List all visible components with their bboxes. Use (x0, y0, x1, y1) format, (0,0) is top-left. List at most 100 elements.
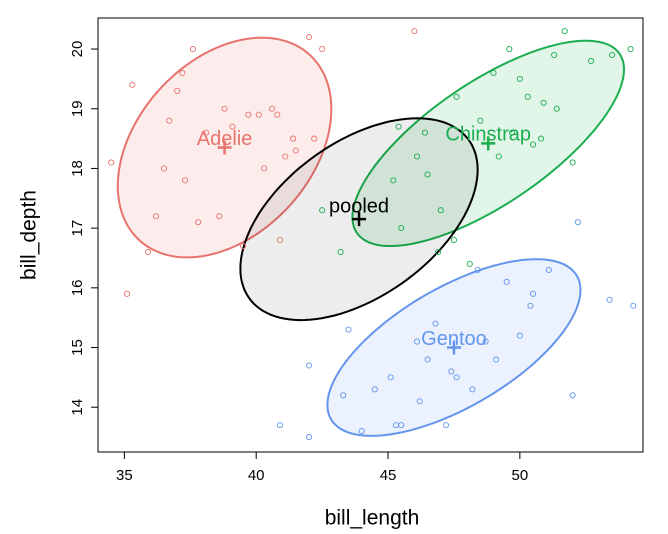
y-tick-label: 20 (69, 41, 86, 58)
point (345, 326, 352, 333)
x-tick-label: 50 (512, 467, 529, 484)
point (416, 398, 423, 405)
point (545, 266, 552, 273)
point (630, 302, 637, 309)
point (261, 165, 268, 172)
point (516, 75, 523, 82)
point (482, 338, 489, 345)
point (495, 153, 502, 160)
point (398, 225, 405, 232)
y-tick-label: 15 (69, 339, 86, 356)
point (435, 248, 442, 256)
point (181, 177, 189, 184)
point (245, 111, 252, 118)
point (609, 51, 616, 59)
point (450, 237, 458, 244)
point (490, 69, 497, 76)
y-axis-title: bill_depth (18, 190, 41, 280)
point (437, 207, 444, 214)
point (160, 165, 167, 172)
point (442, 422, 450, 429)
point (508, 129, 516, 136)
point (311, 135, 318, 142)
point (337, 248, 344, 256)
point (108, 159, 115, 166)
point (268, 105, 276, 112)
group-label: Adelie (197, 128, 253, 150)
point (493, 356, 500, 363)
point (239, 242, 247, 250)
point (606, 296, 613, 303)
point (179, 69, 186, 76)
point (530, 141, 537, 148)
point (453, 93, 460, 100)
point (152, 213, 160, 220)
point (392, 422, 399, 429)
point (229, 123, 236, 130)
y-tick-label: 19 (69, 100, 86, 117)
point (474, 266, 481, 273)
point (516, 332, 523, 339)
x-tick-label: 35 (116, 467, 133, 484)
point (524, 93, 531, 100)
point (255, 111, 262, 118)
point (424, 356, 431, 363)
plot-box (97, 17, 644, 453)
point (574, 219, 581, 226)
point (305, 434, 312, 441)
point (424, 171, 431, 178)
x-tick-label: 45 (380, 467, 397, 484)
y-tick-label: 18 (69, 160, 86, 177)
x-tick-label: 40 (248, 467, 265, 484)
point (453, 374, 460, 381)
center-mark (481, 136, 496, 151)
center-mark (217, 140, 232, 155)
y-tick-label: 16 (69, 279, 86, 296)
point (588, 57, 595, 65)
point (551, 51, 558, 59)
point (413, 153, 421, 160)
point (413, 338, 421, 345)
center-mark (352, 212, 367, 227)
point (221, 105, 228, 112)
group-label: Chinstrap (445, 124, 531, 146)
point (189, 45, 196, 53)
group-label: Gentoo (421, 328, 487, 350)
point (145, 248, 152, 256)
point (274, 111, 281, 118)
point (358, 428, 365, 435)
point (276, 237, 283, 244)
point (203, 129, 210, 136)
point (292, 147, 299, 154)
point (477, 117, 484, 124)
point (390, 177, 397, 184)
point (553, 105, 560, 112)
point (319, 207, 326, 214)
point (469, 386, 476, 393)
point (527, 302, 534, 309)
point (290, 135, 297, 142)
point (371, 386, 378, 393)
point (282, 153, 289, 160)
point (305, 34, 312, 41)
point (561, 28, 568, 35)
point (166, 117, 173, 124)
point (387, 374, 394, 381)
point (627, 45, 634, 53)
point (276, 422, 283, 429)
point (216, 213, 223, 220)
y-tick-label: 14 (69, 399, 86, 416)
point (129, 81, 136, 88)
point (319, 45, 326, 53)
point (503, 278, 510, 285)
x-axis-title: bill_length (325, 507, 420, 530)
point (432, 320, 439, 327)
point (540, 99, 547, 106)
point (569, 392, 576, 399)
point (421, 129, 428, 136)
group-label: pooled (329, 195, 389, 217)
point (466, 260, 473, 268)
point (174, 87, 181, 94)
point (506, 45, 513, 53)
